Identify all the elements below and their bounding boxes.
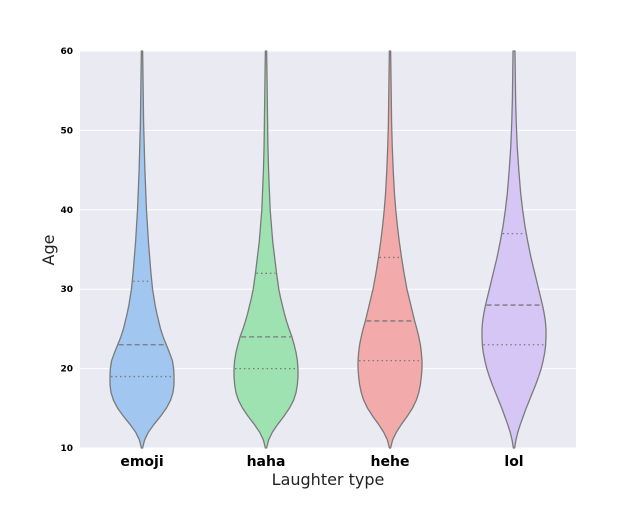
violin-lol	[481, 50, 547, 449]
violin-body	[233, 50, 299, 449]
y-tick-labels: 10 20 30 40 50 60	[60, 47, 73, 454]
x-tick-label: hehe	[371, 454, 410, 470]
y-tick-label: 20	[60, 365, 73, 375]
violin-emoji	[109, 50, 175, 449]
x-tick-labels: emoji haha hehe lol	[120, 454, 523, 470]
x-axis-label: Laughter type	[272, 470, 385, 489]
violin-body	[109, 50, 175, 449]
violin-haha	[233, 50, 299, 449]
x-tick-label: emoji	[120, 454, 163, 470]
y-tick-label: 30	[60, 285, 73, 295]
y-axis-label: Age	[39, 235, 58, 266]
x-tick-label: lol	[504, 454, 523, 470]
y-tick-label: 10	[60, 444, 73, 454]
violin-hehe	[357, 50, 423, 449]
x-tick-label: haha	[247, 454, 286, 470]
violin-body	[481, 50, 547, 449]
violins	[109, 50, 547, 449]
y-tick-label: 60	[60, 47, 73, 57]
y-tick-label: 40	[60, 206, 73, 216]
y-tick-label: 50	[60, 126, 73, 136]
violin-body	[357, 50, 423, 449]
